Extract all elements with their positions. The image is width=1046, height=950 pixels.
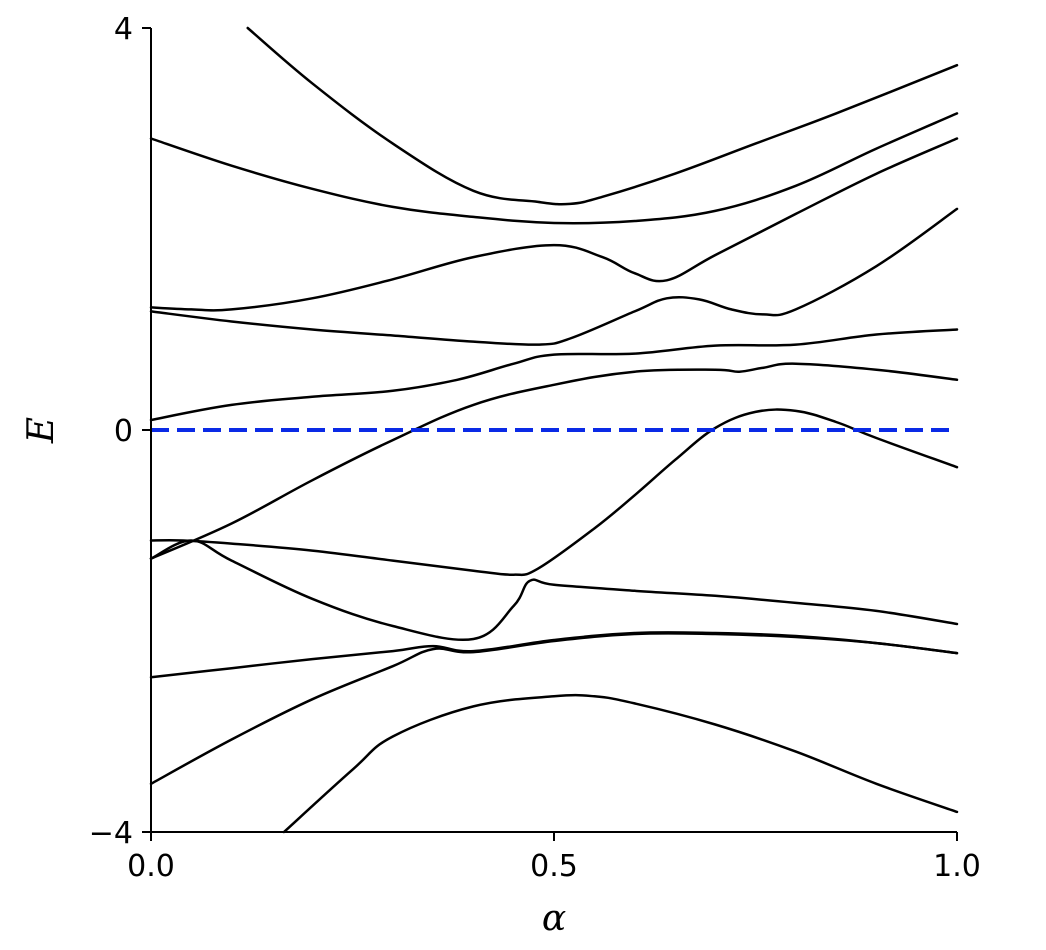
series-line-5: [149, 328, 959, 422]
series-line-1: [246, 26, 959, 206]
x-ticks: 0.0 0.5 1.0: [127, 832, 981, 884]
series-line-4: [149, 207, 959, 346]
series-line-11: [282, 693, 959, 834]
series-line-7: [149, 408, 959, 577]
series-line-2: [149, 112, 959, 225]
x-tick-label: 0.5: [530, 849, 578, 884]
series-line-6: [149, 362, 959, 560]
series-line-10: [149, 632, 959, 786]
y-tick-label: 0: [114, 414, 133, 449]
series-line-3: [149, 137, 959, 312]
y-ticks: −4 0 4: [89, 12, 151, 851]
y-tick-label: −4: [89, 816, 133, 851]
y-axis-label: E: [21, 417, 62, 444]
y-tick-label: 4: [114, 12, 133, 47]
x-tick-label: 1.0: [933, 849, 981, 884]
series-line-8: [149, 539, 959, 642]
x-tick-label: 0.0: [127, 849, 175, 884]
x-axis-label: α: [542, 898, 566, 939]
series-layer: [149, 26, 959, 834]
